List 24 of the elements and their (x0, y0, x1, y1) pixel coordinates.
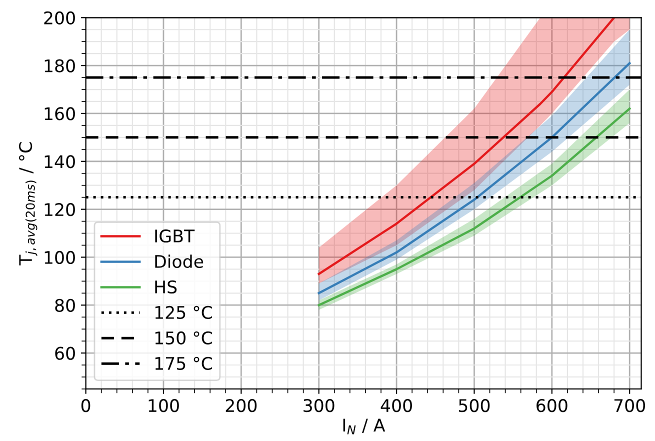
y-axis-title: T$_{j,avg(20ms)}$ / °C (18, 142, 38, 266)
y-tick-label: 160 (44, 107, 75, 120)
x-axis-title: I$_{N}$ / A (343, 418, 386, 434)
x-tick-label: 500 (458, 398, 490, 412)
x-tick-label: 700 (614, 398, 646, 412)
legend-label: HS (155, 280, 177, 294)
y-tick-label: 200 (44, 11, 75, 24)
legend-label: IGBT (155, 229, 195, 243)
legend-label: Diode (155, 254, 204, 268)
y-tick-label: 180 (44, 59, 75, 72)
y-tick-label: 140 (44, 155, 75, 168)
y-tick-label: 100 (44, 250, 75, 264)
legend-label: 175 °C (155, 356, 212, 370)
x-tick-label: 600 (536, 398, 568, 412)
x-tick-label: 100 (148, 398, 179, 412)
y-tick-label: 80 (55, 298, 75, 312)
y-tick-label: 120 (44, 203, 75, 216)
x-tick-label: 0 (81, 398, 90, 412)
x-tick-label: 300 (304, 398, 334, 412)
x-tick-label: 200 (226, 398, 257, 412)
x-tick-label: 400 (380, 398, 412, 412)
legend-label: 125 °C (155, 306, 212, 320)
y-tick-label: 60 (55, 346, 75, 360)
legend-label: 150 °C (155, 331, 212, 344)
